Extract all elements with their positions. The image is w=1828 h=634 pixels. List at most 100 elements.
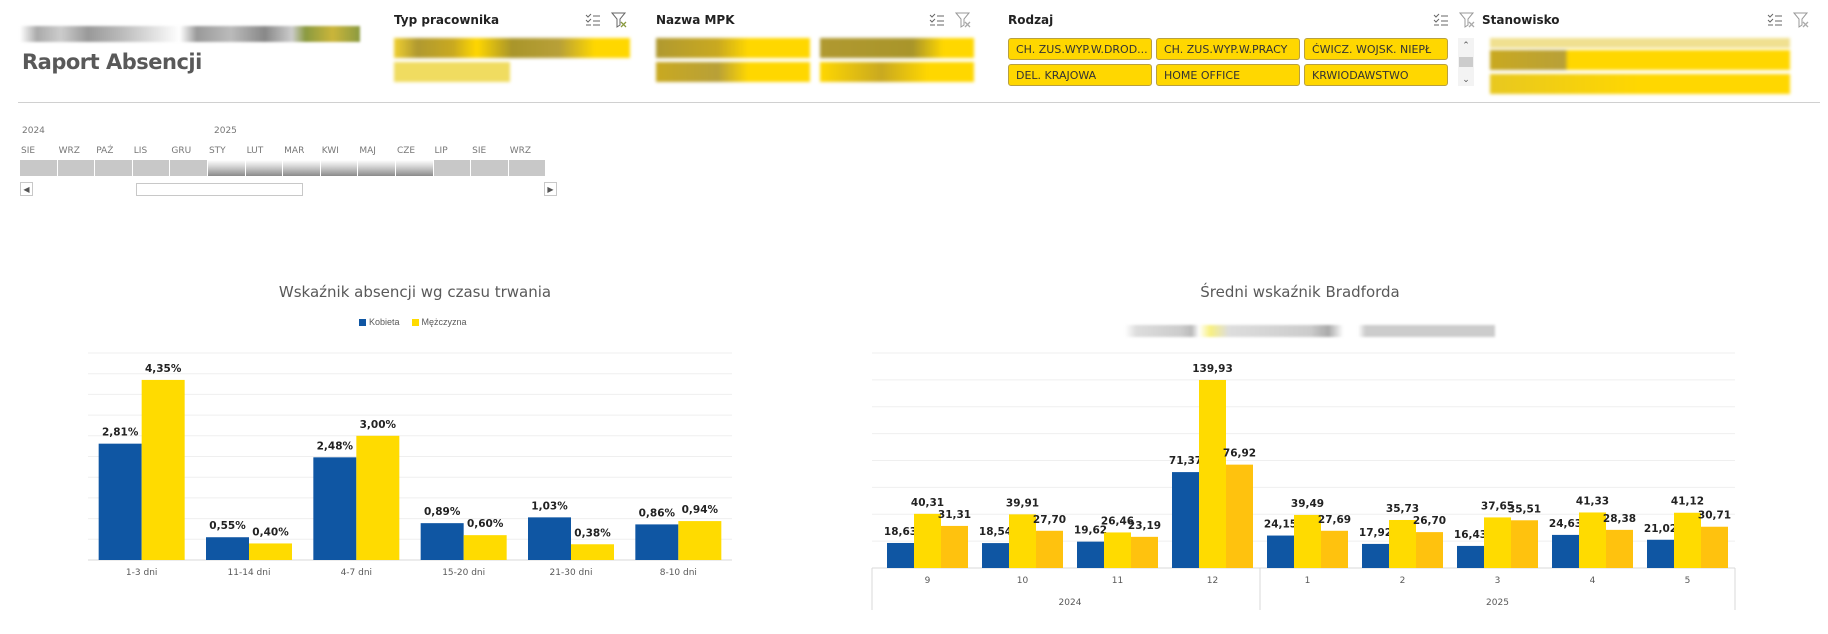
timeline-month-bar[interactable] <box>132 160 170 176</box>
data-label: 21,02 <box>1644 523 1677 535</box>
bar-series-3 <box>1701 526 1728 568</box>
slicer-item[interactable] <box>1490 50 1790 70</box>
timeline-month-label: SIE <box>472 146 487 156</box>
timeline-month-bar[interactable] <box>170 160 207 176</box>
x-tick-label: 3 <box>1495 576 1501 586</box>
data-label: 37,65 <box>1481 500 1514 512</box>
x-tick-label: 12 <box>1207 576 1218 586</box>
data-label: 35,51 <box>1508 503 1541 515</box>
bar-mezczyzna <box>249 543 292 560</box>
clear-filter-icon[interactable] <box>608 9 630 31</box>
timeline-month-bar[interactable] <box>395 160 433 176</box>
data-label: 0,60% <box>467 518 504 530</box>
slicer-item[interactable] <box>820 62 974 82</box>
bar-mezczyzna <box>356 435 400 560</box>
legend-label: Mężczyzna <box>421 317 467 327</box>
legend-swatch-blue <box>359 318 366 326</box>
clear-filter-icon[interactable] <box>952 9 974 31</box>
scroll-up-icon[interactable]: ⌃ <box>1462 40 1470 50</box>
chart-title-bradford: Średni wskaźnik Bradforda <box>1200 283 1400 301</box>
data-label: 41,12 <box>1671 496 1704 508</box>
scroll-down-icon[interactable]: ⌄ <box>1462 74 1470 84</box>
bar-kobieta <box>635 524 679 560</box>
x-tick-label: 1-3 dni <box>126 568 157 578</box>
data-label: 0,40% <box>252 526 289 538</box>
multi-select-icon[interactable] <box>582 9 604 31</box>
data-label: 26,70 <box>1413 515 1446 527</box>
timeline-month-bar[interactable] <box>283 160 320 176</box>
timeline-years: 2024 2025 <box>20 126 560 142</box>
timeline-scrollbar[interactable]: ◀ ▶ <box>20 182 560 198</box>
bar-series-3 <box>1511 520 1538 568</box>
timeline-month-bar[interactable] <box>471 160 508 176</box>
data-label: 26,46 <box>1101 515 1134 527</box>
timeline-month-label: STY <box>208 146 226 156</box>
timeline-month-label: MAR <box>284 146 305 156</box>
slicer-item[interactable] <box>1490 38 1790 48</box>
bar-series-3 <box>941 525 968 568</box>
x-tick-label: 11-14 dni <box>228 568 271 578</box>
bar-series-2 <box>1104 532 1131 568</box>
multi-select-icon[interactable] <box>1430 9 1452 31</box>
x-tick-label: 21-30 dni <box>550 568 593 578</box>
timeline-bars <box>20 160 560 176</box>
timeline-month-bar[interactable] <box>95 160 132 176</box>
slicer-scrollbar[interactable]: ⌃ ⌄ <box>1458 38 1474 86</box>
clear-filter-icon[interactable] <box>1456 9 1478 31</box>
timeline-month-label: MAJ <box>359 146 376 156</box>
bar-kobieta <box>528 517 571 560</box>
data-label: 76,92 <box>1223 448 1256 460</box>
timeline-month-bar[interactable] <box>508 160 546 176</box>
bar-series-2 <box>1199 379 1226 568</box>
slicer-title: Typ pracownika <box>394 13 500 27</box>
slicer-item[interactable] <box>820 38 974 58</box>
multi-select-icon[interactable] <box>1764 9 1786 31</box>
clear-filter-icon[interactable] <box>1790 9 1812 31</box>
legend-item: Kobieta <box>359 317 400 327</box>
timeline-month-bar[interactable] <box>57 160 95 176</box>
data-label: 31,31 <box>938 509 971 521</box>
slicer-item-rodzaj[interactable]: HOME OFFICE <box>1156 64 1300 86</box>
scroll-left-icon[interactable]: ◀ <box>20 182 33 196</box>
x-tick-label: 15-20 dni <box>442 568 485 578</box>
data-label: 28,38 <box>1603 513 1636 525</box>
timeline-scroll-thumb[interactable] <box>136 183 303 196</box>
data-label: 27,70 <box>1033 514 1066 526</box>
scroll-right-icon[interactable]: ▶ <box>544 182 557 196</box>
timeline-month-bar[interactable] <box>320 160 358 176</box>
data-label: 19,62 <box>1074 525 1107 537</box>
legend-swatch-yellow <box>411 318 419 326</box>
bar-series-1 <box>1457 545 1484 568</box>
slicer-title: Rodzaj <box>1008 13 1054 27</box>
timeline-month-bar[interactable] <box>20 160 57 176</box>
slicer-item[interactable] <box>394 38 630 58</box>
slicer-item[interactable] <box>394 62 510 82</box>
slicer-item-rodzaj[interactable]: ĆWICZ. WOJSK. NIEPŁ <box>1304 38 1448 60</box>
bar-series-3 <box>1036 530 1063 568</box>
bar-series-2 <box>1674 512 1701 568</box>
slicer-typ-pracownika: Typ pracownika <box>394 8 630 86</box>
slicer-item-rodzaj[interactable]: CH. ZUS.WYP.W.DROD... <box>1008 38 1152 60</box>
slicer-item[interactable] <box>656 38 810 58</box>
data-label: 139,93 <box>1192 363 1233 375</box>
timeline-slicer: 2024 2025 SIE WRZ PAŹ LIS GRU STY LUT MAR KWI MAJ… <box>20 126 560 198</box>
timeline-month-bar[interactable] <box>245 160 283 176</box>
data-label: 30,71 <box>1698 510 1731 522</box>
scroll-thumb[interactable] <box>1459 57 1473 67</box>
data-label: 39,91 <box>1006 497 1039 509</box>
slicer-item[interactable] <box>1490 74 1790 94</box>
slicer-item-rodzaj[interactable]: KRWIODAWSTWO <box>1304 64 1448 86</box>
timeline-month-bar[interactable] <box>207 160 245 176</box>
slicer-item-rodzaj[interactable]: CH. ZUS.WYP.W.PRACY <box>1156 38 1300 60</box>
multi-select-icon[interactable] <box>926 9 948 31</box>
bar-series-3 <box>1131 536 1158 568</box>
data-label: 3,00% <box>360 419 397 431</box>
x-tick-label: 1 <box>1305 576 1311 586</box>
bar-kobieta <box>98 443 142 560</box>
timeline-month-bar[interactable] <box>358 160 395 176</box>
timeline-month-bar[interactable] <box>433 160 471 176</box>
slicer-item-rodzaj[interactable]: DEL. KRAJOWA <box>1008 64 1152 86</box>
data-label: 23,19 <box>1128 520 1161 532</box>
slicer-item[interactable] <box>656 62 810 82</box>
chart-bradford: 18,6340,3131,31918,5439,9127,701019,6226… <box>871 352 1736 610</box>
